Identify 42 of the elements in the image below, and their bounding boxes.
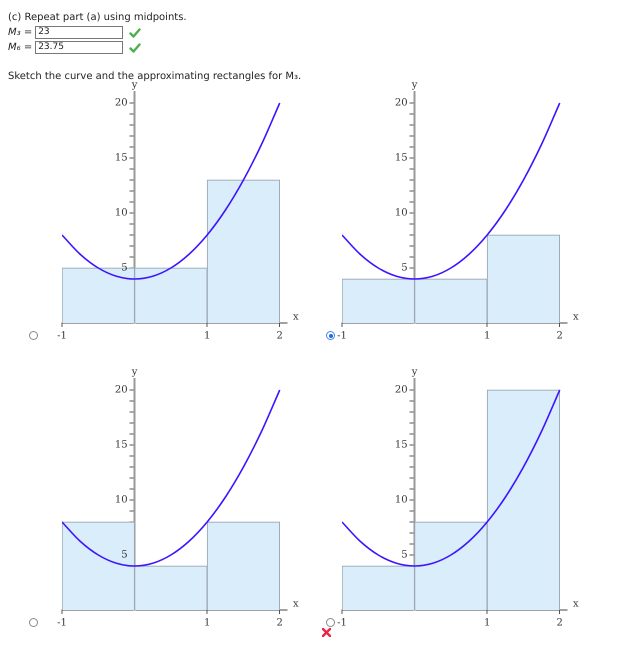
- y-axis-title: y: [130, 80, 138, 91]
- x-tick-label: -1: [57, 330, 67, 342]
- x-tick-label: 2: [556, 330, 563, 342]
- x-tick-label: 2: [276, 330, 283, 342]
- y-tick-label: 5: [401, 550, 408, 561]
- x-tick-label: 1: [204, 330, 210, 342]
- x-tick-label: -1: [337, 330, 347, 342]
- x-tick-label: 2: [556, 618, 563, 629]
- text: 23: [35, 26, 124, 39]
- x-tick-label: -1: [337, 618, 347, 629]
- y-tick-label: 20: [394, 384, 408, 396]
- text: 23.75: [35, 41, 124, 54]
- x-axis-title: x: [573, 312, 579, 323]
- text: (c) Repeat part (a) using midpoints.: [8, 10, 188, 24]
- y-tick-label: 15: [394, 440, 408, 451]
- y-tick-label: 10: [394, 494, 408, 506]
- y-tick-label: 15: [114, 440, 128, 451]
- y-tick-label: 20: [114, 98, 128, 109]
- y-tick-label: 10: [114, 494, 128, 506]
- x-tick-label: 1: [484, 330, 490, 342]
- text: M₆ =: [8, 40, 32, 54]
- y-axis-title: y: [130, 366, 138, 378]
- y-tick-label: 15: [394, 152, 408, 164]
- x-tick-label: 2: [276, 618, 283, 629]
- y-axis-title: y: [410, 366, 418, 378]
- y-tick-label: 5: [121, 550, 128, 561]
- x-tick-label: 1: [204, 618, 210, 629]
- text: Sketch the curve and the approximating rectangles for M₃.: [8, 70, 302, 82]
- y-tick-label: 20: [394, 98, 408, 109]
- x-axis-title: x: [293, 598, 299, 610]
- x-axis-title: x: [573, 598, 579, 610]
- x-tick-label: 1: [484, 618, 490, 629]
- y-tick-label: 15: [114, 152, 128, 164]
- y-tick-label: 10: [114, 208, 128, 219]
- y-axis-title: y: [410, 80, 418, 91]
- y-tick-label: 10: [394, 208, 408, 219]
- y-tick-label: 5: [121, 262, 128, 274]
- x-tick-label: -1: [57, 618, 67, 629]
- y-tick-label: 20: [114, 384, 128, 396]
- text: M₃ =: [8, 26, 32, 40]
- y-tick-label: 5: [401, 262, 408, 274]
- x-axis-title: x: [293, 312, 299, 323]
